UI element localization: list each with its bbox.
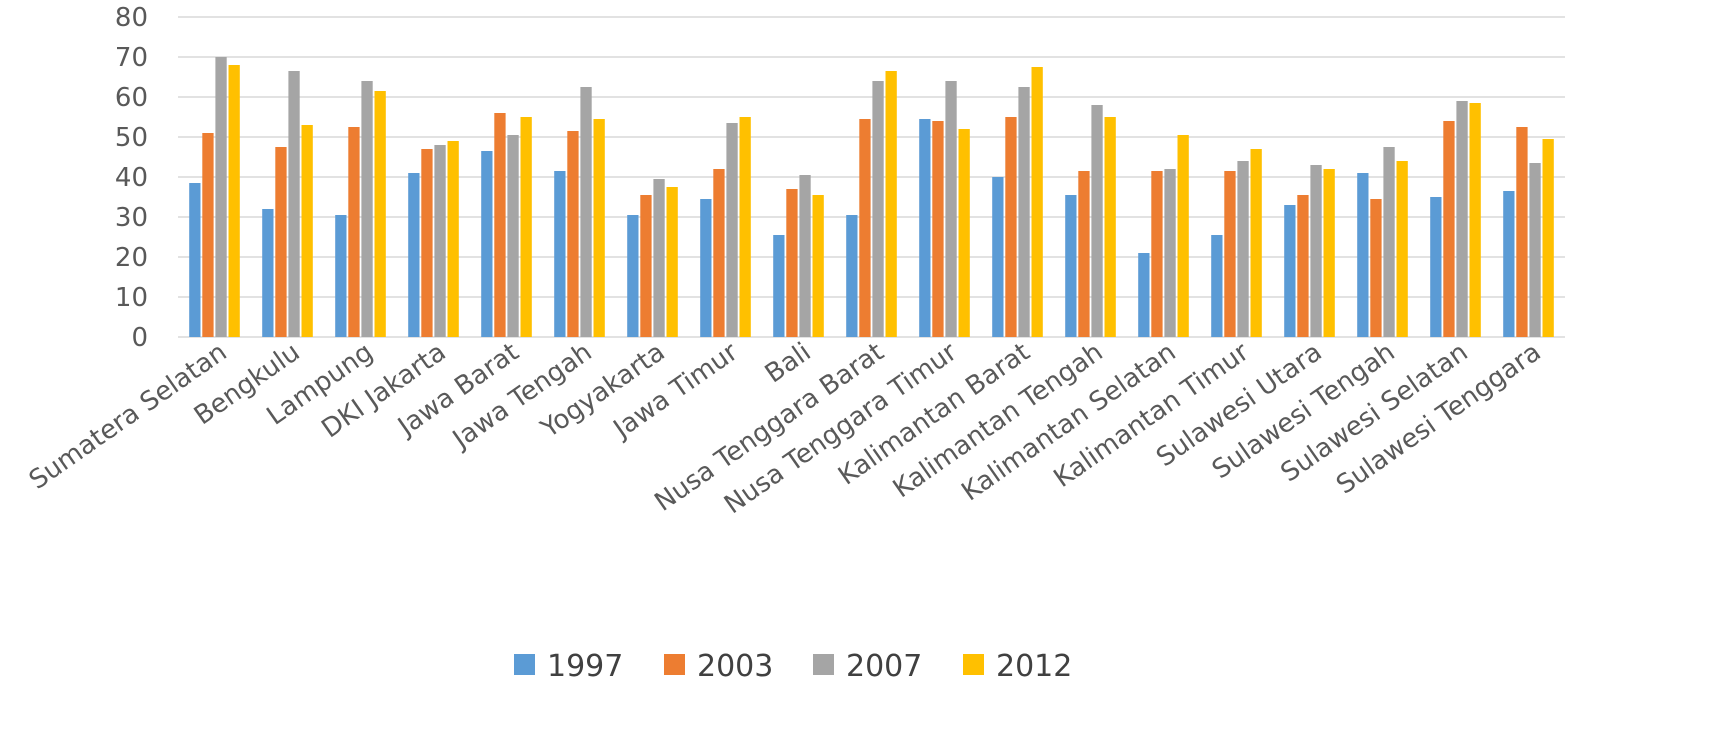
bar-2007-lampung <box>361 81 373 337</box>
bar-2003-jawa-tengah <box>567 131 579 337</box>
bar-2003-jawa-timur <box>713 169 725 337</box>
bar-2012-yogyakarta <box>666 187 678 337</box>
legend-swatch-2007 <box>813 654 834 675</box>
bar-2003-lampung <box>348 127 360 337</box>
legend-label-2007: 2007 <box>846 649 922 684</box>
bar-2012-bengkulu <box>301 125 313 337</box>
bar-2007-kalimantan-selatan <box>1164 169 1176 337</box>
bar-2012-jawa-timur <box>739 117 751 337</box>
y-tick-label: 10 <box>115 283 148 313</box>
y-tick-label: 80 <box>115 3 148 33</box>
legend-label-2012: 2012 <box>996 649 1072 684</box>
bar-1997-lampung <box>335 215 347 337</box>
bar-1997-kalimantan-timur <box>1211 235 1223 337</box>
bar-2007-bengkulu <box>288 71 300 337</box>
bar-2012-sulawesi-tengah <box>1396 161 1408 337</box>
legend-label-1997: 1997 <box>547 649 623 684</box>
gridlines <box>178 16 1565 338</box>
bar-2012-kalimantan-tengah <box>1104 117 1116 337</box>
bar-2003-sulawesi-tengah <box>1370 199 1382 337</box>
bar-2003-sulawesi-utara <box>1297 195 1309 337</box>
y-tick-label: 20 <box>115 243 148 273</box>
bar-1997-nusa-tenggara-timur <box>919 119 931 337</box>
bar-2012-kalimantan-selatan <box>1177 135 1189 337</box>
bar-2007-sulawesi-selatan <box>1456 101 1468 337</box>
bar-2012-kalimantan-timur <box>1250 149 1262 337</box>
bar-1997-kalimantan-barat <box>992 177 1004 337</box>
bar-2012-bali <box>812 195 824 337</box>
bar-1997-nusa-tenggara-barat <box>846 215 858 337</box>
y-tick-label: 0 <box>131 323 148 353</box>
bar-2012-sulawesi-selatan <box>1469 103 1481 337</box>
bar-2007-jawa-tengah <box>580 87 592 337</box>
bar-2003-yogyakarta <box>640 195 652 337</box>
legend-label-2003: 2003 <box>697 649 773 684</box>
y-axis-tick-labels: 0 10 20 30 40 50 60 70 80 <box>115 3 148 353</box>
bar-2007-jawa-timur <box>726 123 738 337</box>
y-tick-label: 40 <box>115 163 148 193</box>
bars <box>189 57 1554 337</box>
bar-2012-sumatera-selatan <box>228 65 240 337</box>
bar-2003-kalimantan-tengah <box>1078 171 1090 337</box>
bar-1997-jawa-barat <box>481 151 493 337</box>
bar-2003-bali <box>786 189 798 337</box>
bar-2007-sulawesi-tengah <box>1383 147 1395 337</box>
bar-2012-dki-jakarta <box>447 141 459 337</box>
bar-2012-jawa-tengah <box>593 119 605 337</box>
y-tick-label: 70 <box>115 43 148 73</box>
bar-2003-sulawesi-tenggara <box>1516 127 1528 337</box>
bar-2012-lampung <box>374 91 386 337</box>
bar-1997-yogyakarta <box>627 215 639 337</box>
bar-2007-kalimantan-tengah <box>1091 105 1103 337</box>
bar-2003-bengkulu <box>275 147 287 337</box>
bar-2003-dki-jakarta <box>421 149 433 337</box>
bar-2003-nusa-tenggara-timur <box>932 121 944 337</box>
bar-2003-kalimantan-barat <box>1005 117 1017 337</box>
legend: 1997 2003 2007 2012 <box>514 649 1072 684</box>
bar-2007-yogyakarta <box>653 179 665 337</box>
bar-2003-kalimantan-selatan <box>1151 171 1163 337</box>
bar-2007-nusa-tenggara-barat <box>872 81 884 337</box>
bar-2003-sumatera-selatan <box>202 133 214 337</box>
bar-1997-sulawesi-tenggara <box>1503 191 1515 337</box>
y-tick-label: 60 <box>115 83 148 113</box>
bar-2007-kalimantan-barat <box>1018 87 1030 337</box>
bar-2012-nusa-tenggara-timur <box>958 129 970 337</box>
legend-swatch-2012 <box>963 654 984 675</box>
bar-1997-dki-jakarta <box>408 173 420 337</box>
bar-1997-sulawesi-tengah <box>1357 173 1369 337</box>
bar-1997-kalimantan-selatan <box>1138 253 1150 337</box>
bar-2003-kalimantan-timur <box>1224 171 1236 337</box>
bar-1997-bali <box>773 235 785 337</box>
y-tick-label: 50 <box>115 123 148 153</box>
bar-2007-sumatera-selatan <box>215 57 227 337</box>
bar-2012-kalimantan-barat <box>1031 67 1043 337</box>
bar-2007-nusa-tenggara-timur <box>945 81 957 337</box>
bar-1997-sumatera-selatan <box>189 183 201 337</box>
bar-1997-sulawesi-selatan <box>1430 197 1442 337</box>
bar-2007-sulawesi-utara <box>1310 165 1322 337</box>
legend-swatch-1997 <box>514 654 535 675</box>
bar-1997-jawa-timur <box>700 199 712 337</box>
bar-2012-sulawesi-utara <box>1323 169 1335 337</box>
bar-2007-bali <box>799 175 811 337</box>
bar-2012-jawa-barat <box>520 117 532 337</box>
bar-1997-bengkulu <box>262 209 274 337</box>
bar-2012-nusa-tenggara-barat <box>885 71 897 337</box>
bar-2012-sulawesi-tenggara <box>1542 139 1554 337</box>
bar-1997-kalimantan-tengah <box>1065 195 1077 337</box>
bar-1997-jawa-tengah <box>554 171 566 337</box>
bar-2003-nusa-tenggara-barat <box>859 119 871 337</box>
y-tick-label: 30 <box>115 203 148 233</box>
legend-swatch-2003 <box>664 654 685 675</box>
bar-2007-kalimantan-timur <box>1237 161 1249 337</box>
bar-2007-dki-jakarta <box>434 145 446 337</box>
bar-2007-jawa-barat <box>507 135 519 337</box>
bar-2003-jawa-barat <box>494 113 506 337</box>
bar-1997-sulawesi-utara <box>1284 205 1296 337</box>
bar-2003-sulawesi-selatan <box>1443 121 1455 337</box>
bar-2007-sulawesi-tenggara <box>1529 163 1541 337</box>
